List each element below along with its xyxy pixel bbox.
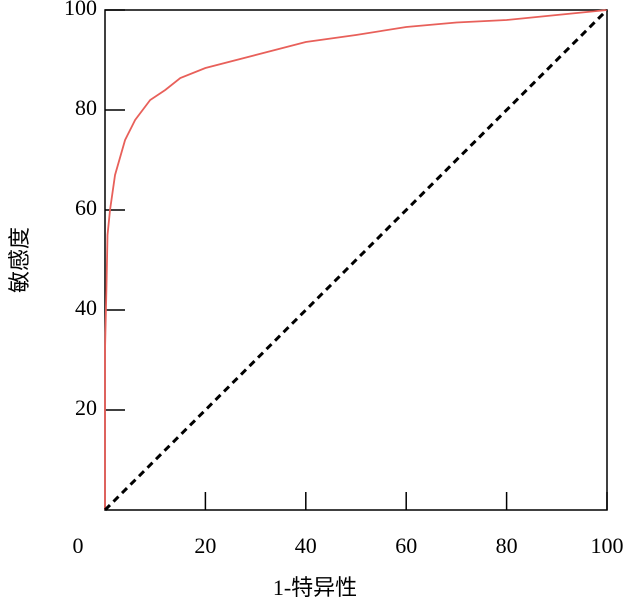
y-tick-label: 40: [75, 295, 97, 320]
y-tick-label: 80: [75, 95, 97, 120]
x-tick-label: 60: [395, 533, 417, 558]
x-tick-label: 0: [73, 533, 84, 558]
x-tick-label: 100: [591, 533, 624, 558]
x-tick-label: 40: [295, 533, 317, 558]
x-tick-label: 20: [194, 533, 216, 558]
y-tick-label: 60: [75, 195, 97, 220]
y-axis-label: 敏感度: [7, 227, 32, 293]
roc-curve: [104, 9, 608, 510]
reference-line: [103, 8, 609, 512]
x-tick-label: 80: [496, 533, 518, 558]
y-tick-label: 20: [75, 395, 97, 420]
y-tick-label: 100: [64, 0, 97, 20]
plot-frame: [104, 9, 608, 511]
x-axis-label: 1-特异性: [273, 575, 357, 600]
